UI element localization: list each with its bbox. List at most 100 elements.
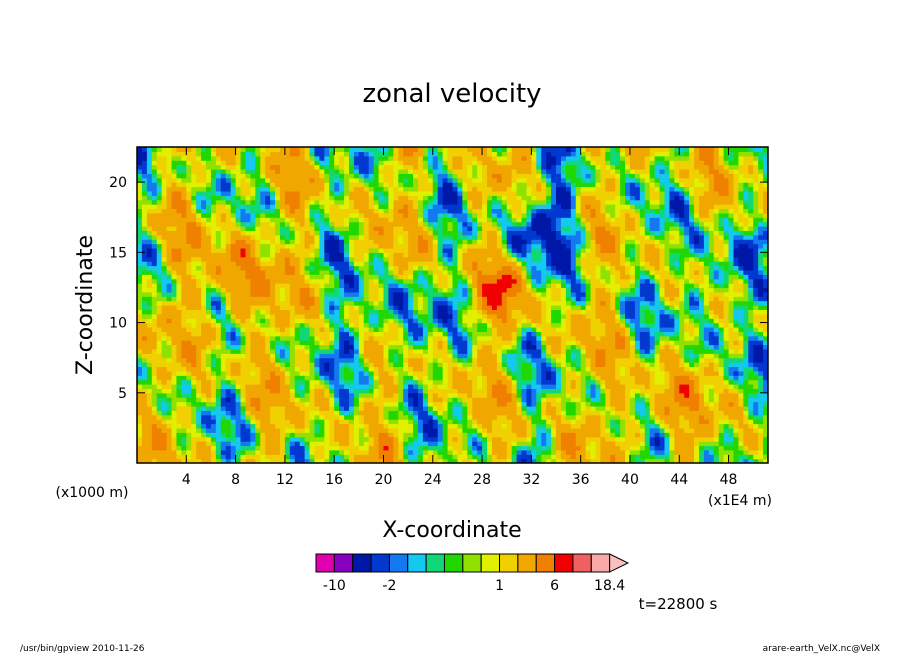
heatmap-cell bbox=[655, 432, 661, 437]
heatmap-cell bbox=[477, 314, 483, 319]
heatmap-cell bbox=[625, 340, 631, 345]
heatmap-cell bbox=[635, 397, 641, 402]
heatmap-cell bbox=[467, 362, 473, 367]
heatmap-cell bbox=[295, 366, 301, 371]
heatmap-cell bbox=[349, 331, 355, 336]
heatmap-cell bbox=[374, 331, 380, 336]
heatmap-cell bbox=[344, 309, 350, 314]
heatmap-cell bbox=[270, 345, 276, 350]
heatmap-cell bbox=[275, 353, 281, 358]
heatmap-cell bbox=[280, 292, 286, 297]
heatmap-cell bbox=[645, 406, 651, 411]
heatmap-cell bbox=[290, 415, 296, 420]
heatmap-cell bbox=[191, 296, 197, 301]
heatmap-cell bbox=[241, 397, 247, 402]
heatmap-cell bbox=[280, 358, 286, 363]
heatmap-cell bbox=[285, 362, 291, 367]
heatmap-cell bbox=[581, 397, 587, 402]
heatmap-cell bbox=[245, 441, 251, 446]
heatmap-cell bbox=[724, 450, 730, 455]
heatmap-cell bbox=[433, 349, 439, 354]
heatmap-cell bbox=[310, 397, 316, 402]
heatmap-cell bbox=[733, 362, 739, 367]
heatmap-cell bbox=[295, 410, 301, 415]
heatmap-cell bbox=[388, 314, 394, 319]
heatmap-cell bbox=[265, 437, 271, 442]
heatmap-cell bbox=[379, 362, 385, 367]
heatmap-cell bbox=[186, 415, 192, 420]
heatmap-cell bbox=[398, 296, 404, 301]
heatmap-cell bbox=[541, 314, 547, 319]
heatmap-cell bbox=[433, 314, 439, 319]
heatmap-cell bbox=[349, 305, 355, 310]
heatmap-cell bbox=[586, 318, 592, 323]
heatmap-cell bbox=[172, 353, 178, 358]
heatmap-cell bbox=[753, 353, 759, 358]
heatmap-cell bbox=[640, 353, 646, 358]
heatmap-cell bbox=[724, 314, 730, 319]
heatmap-cell bbox=[196, 450, 202, 455]
heatmap-cell bbox=[472, 336, 478, 341]
heatmap-cell bbox=[290, 410, 296, 415]
heatmap-cell bbox=[162, 375, 168, 380]
heatmap-cell bbox=[502, 406, 508, 411]
heatmap-cell bbox=[379, 309, 385, 314]
heatmap-cell bbox=[507, 410, 513, 415]
heatmap-cell bbox=[482, 353, 488, 358]
heatmap-cell bbox=[388, 437, 394, 442]
heatmap-cell bbox=[270, 441, 276, 446]
heatmap-cell bbox=[137, 309, 143, 314]
heatmap-cell bbox=[305, 314, 311, 319]
heatmap-cell bbox=[546, 349, 552, 354]
heatmap-cell bbox=[310, 441, 316, 446]
heatmap-cell bbox=[334, 397, 340, 402]
heatmap-cell bbox=[270, 336, 276, 341]
heatmap-cell bbox=[502, 318, 508, 323]
heatmap-cell bbox=[566, 393, 572, 398]
heatmap-cell bbox=[206, 366, 212, 371]
heatmap-cell bbox=[383, 318, 389, 323]
heatmap-cell bbox=[526, 424, 532, 429]
heatmap-cell bbox=[660, 353, 666, 358]
heatmap-cell bbox=[615, 296, 621, 301]
heatmap-cell bbox=[561, 388, 567, 393]
heatmap-cell bbox=[364, 318, 370, 323]
heatmap-cell bbox=[428, 406, 434, 411]
heatmap-cell bbox=[433, 292, 439, 297]
heatmap-cell bbox=[374, 336, 380, 341]
heatmap-cell bbox=[369, 450, 375, 455]
heatmap-cell bbox=[699, 437, 705, 442]
heatmap-cell bbox=[349, 292, 355, 297]
heatmap-cell bbox=[216, 406, 222, 411]
heatmap-cell bbox=[457, 388, 463, 393]
heatmap-cell bbox=[729, 432, 735, 437]
heatmap-cell bbox=[719, 406, 725, 411]
heatmap-cell bbox=[556, 358, 562, 363]
heatmap-cell bbox=[748, 388, 754, 393]
heatmap-cell bbox=[522, 301, 528, 306]
heatmap-cell bbox=[467, 388, 473, 393]
heatmap-cell bbox=[512, 305, 518, 310]
heatmap-cell bbox=[172, 388, 178, 393]
heatmap-cell bbox=[255, 349, 261, 354]
heatmap-cell bbox=[487, 428, 493, 433]
heatmap-cell bbox=[650, 437, 656, 442]
heatmap-cell bbox=[339, 340, 345, 345]
heatmap-cell bbox=[275, 384, 281, 389]
heatmap-cell bbox=[748, 397, 754, 402]
heatmap-cell bbox=[664, 305, 670, 310]
heatmap-cell bbox=[152, 287, 158, 292]
heatmap-cell bbox=[531, 410, 537, 415]
heatmap-cell bbox=[650, 358, 656, 363]
heatmap-cell bbox=[704, 296, 710, 301]
heatmap-cell bbox=[290, 406, 296, 411]
heatmap-cell bbox=[482, 318, 488, 323]
heatmap-cell bbox=[536, 406, 542, 411]
heatmap-cell bbox=[231, 336, 237, 341]
heatmap-cell bbox=[615, 432, 621, 437]
heatmap-cell bbox=[314, 362, 320, 367]
heatmap-cell bbox=[748, 424, 754, 429]
heatmap-cell bbox=[241, 349, 247, 354]
heatmap-cell bbox=[512, 292, 518, 297]
heatmap-cell bbox=[142, 331, 148, 336]
